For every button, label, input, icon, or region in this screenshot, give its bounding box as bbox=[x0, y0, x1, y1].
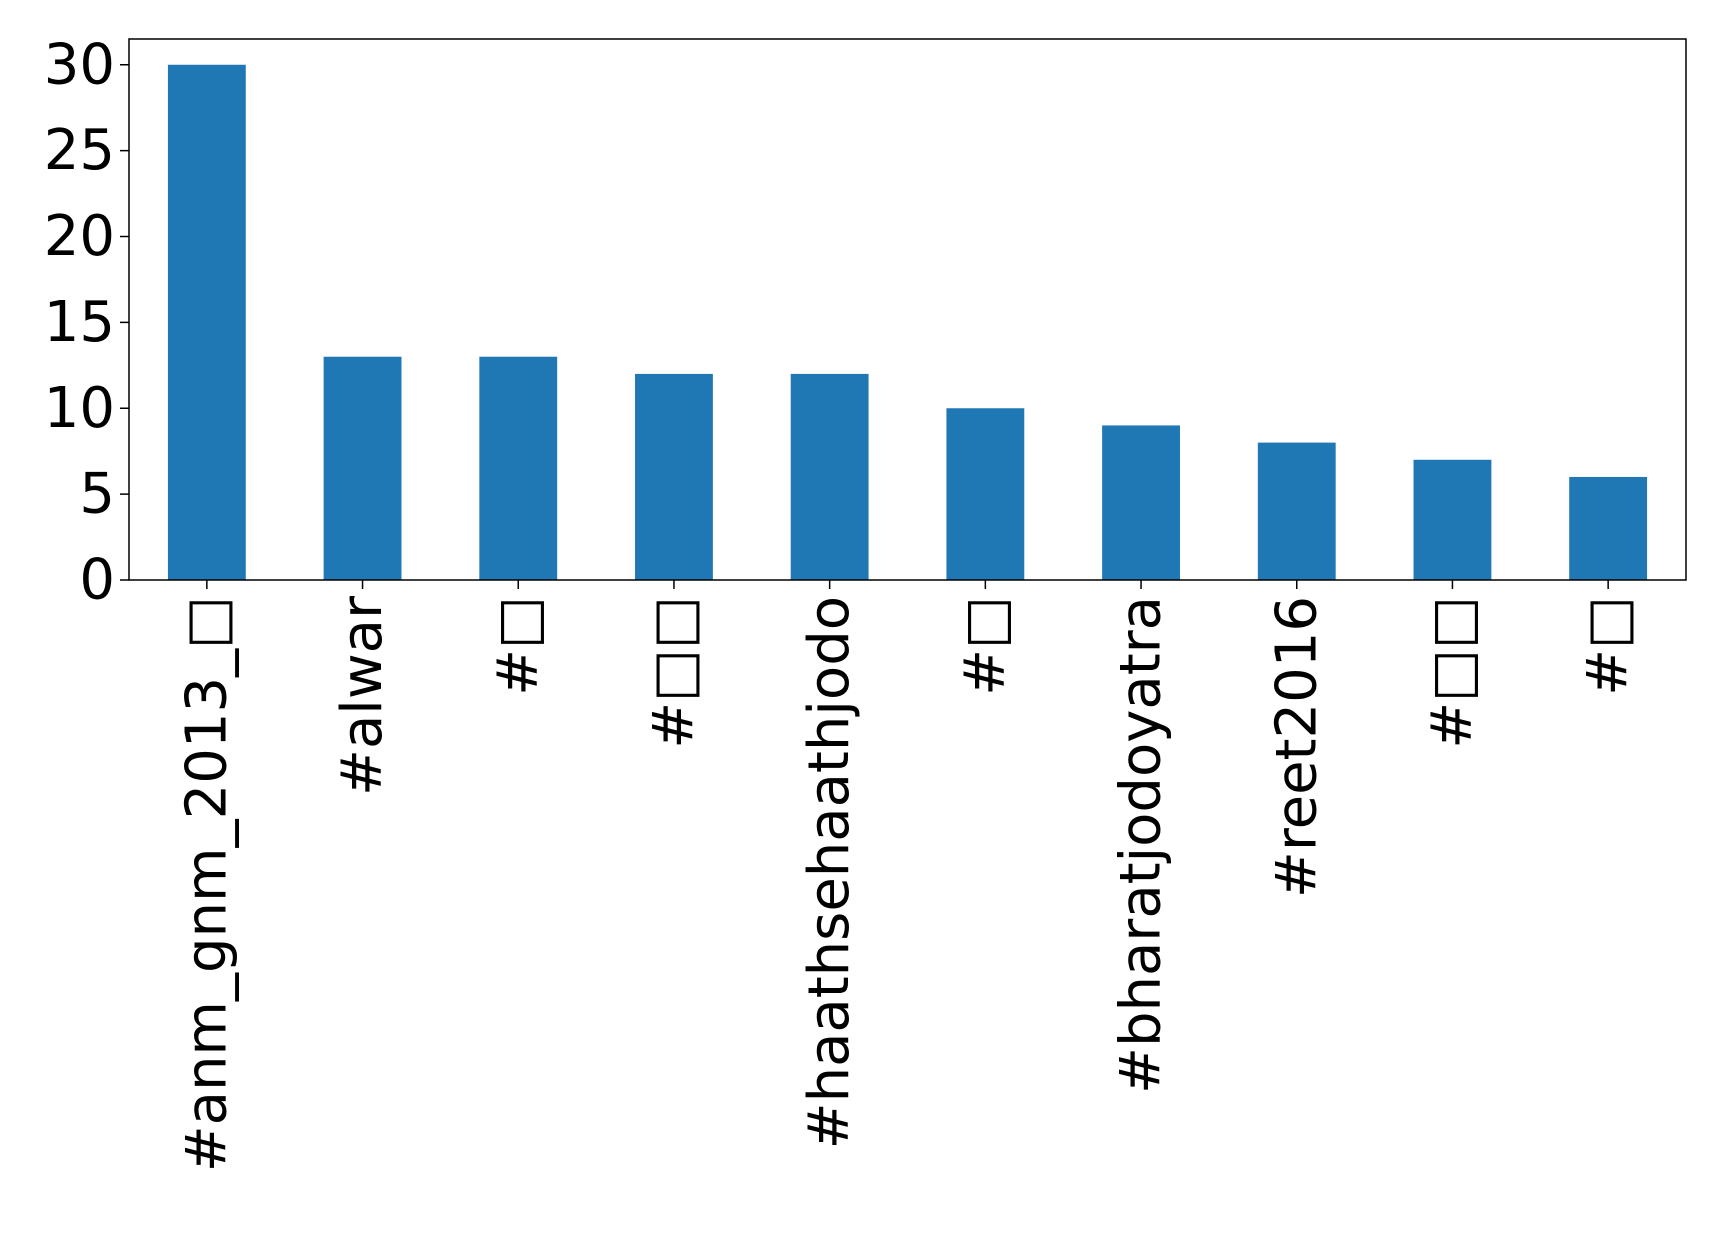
x-tick-label-3: #□□ bbox=[641, 596, 706, 749]
x-tick-label-2: #□ bbox=[486, 596, 551, 696]
y-tick-label-5: 25 bbox=[44, 118, 115, 183]
x-tick-label-4: #haathsehaathjodo bbox=[797, 596, 862, 1149]
x-tick-label-7: #reet2016 bbox=[1264, 596, 1329, 898]
x-tick-label-1: #alwar bbox=[330, 595, 395, 796]
x-tick-label-0: #anm_gnm_2013_□ bbox=[174, 596, 239, 1172]
bar-9 bbox=[1569, 476, 1648, 580]
bar-2 bbox=[479, 356, 558, 580]
y-tick-label-4: 20 bbox=[44, 204, 115, 269]
bar-7 bbox=[1257, 442, 1336, 580]
bar-4 bbox=[790, 373, 869, 580]
y-tick-label-1: 5 bbox=[79, 462, 115, 527]
bar-8 bbox=[1413, 459, 1492, 580]
x-tick-label-8: #□□ bbox=[1420, 596, 1485, 749]
x-tick-label-6: #bharatjodoyatra bbox=[1109, 596, 1174, 1094]
plot-frame bbox=[128, 38, 1687, 581]
y-tick-label-6: 30 bbox=[44, 32, 115, 97]
x-axis: #anm_gnm_2013_□ #alwar #□ #□□ #haathsehaathj… bbox=[174, 580, 1641, 1172]
y-tick-label-2: 10 bbox=[44, 376, 115, 441]
bar-1 bbox=[323, 356, 402, 580]
bar-5 bbox=[946, 408, 1025, 580]
bars-group bbox=[167, 64, 1648, 580]
y-axis: 0 5 10 15 20 25 30 bbox=[44, 32, 129, 613]
x-tick-label-9: #□ bbox=[1576, 596, 1641, 696]
y-tick-label-3: 15 bbox=[44, 290, 115, 355]
bar-6 bbox=[1102, 425, 1180, 580]
x-tick-label-5: #□ bbox=[953, 596, 1018, 696]
bar-0 bbox=[167, 64, 246, 580]
bar-3 bbox=[635, 373, 713, 580]
y-tick-label-0: 0 bbox=[79, 548, 115, 613]
